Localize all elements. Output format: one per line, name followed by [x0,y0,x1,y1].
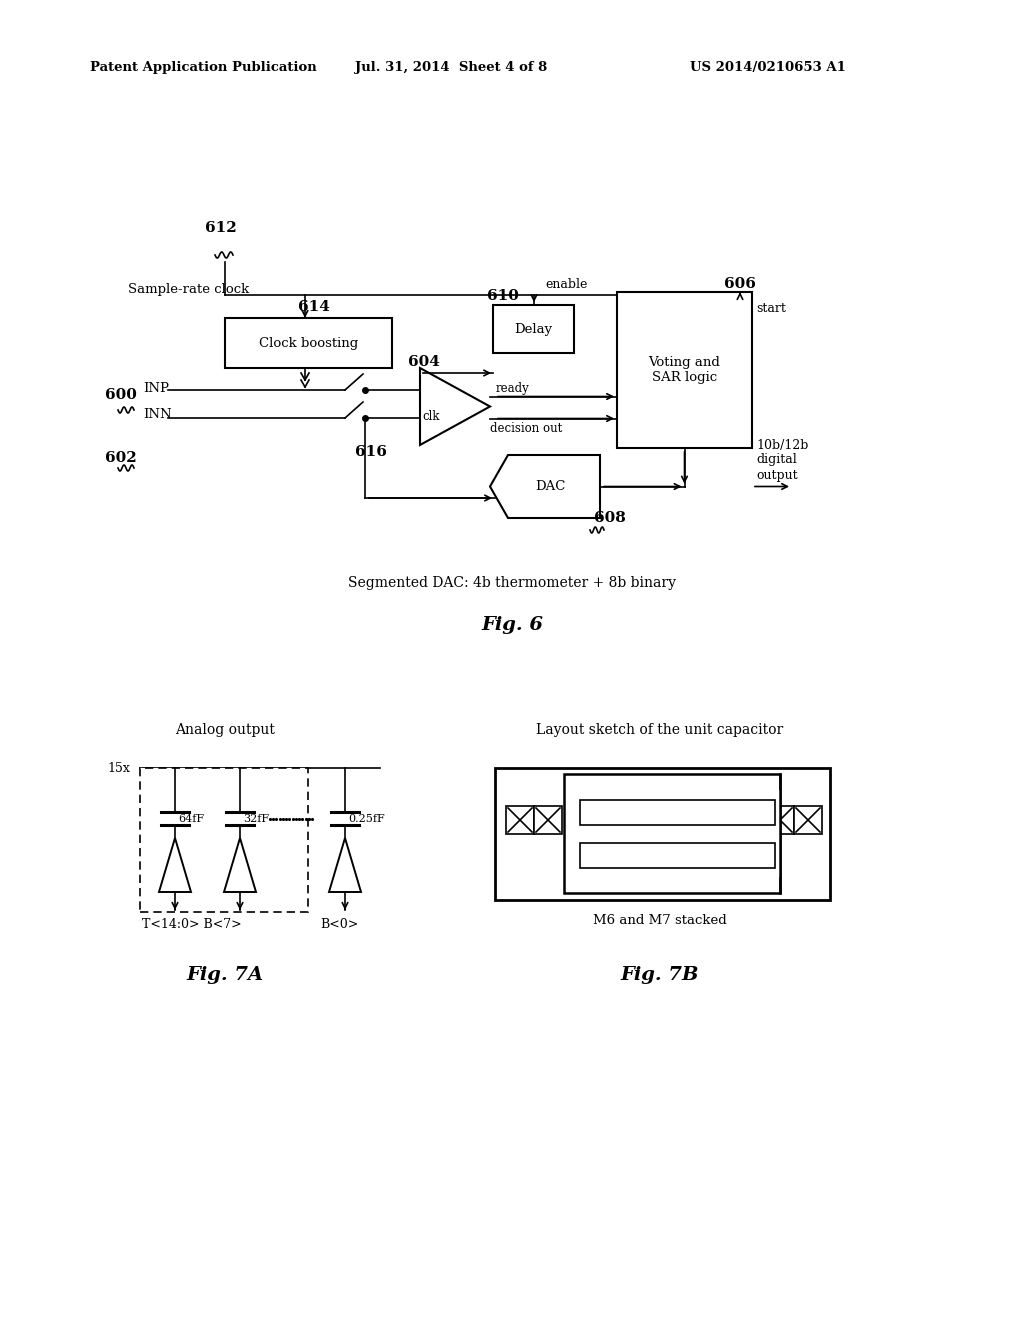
Text: Sample-rate clock: Sample-rate clock [128,284,249,297]
Text: 606: 606 [724,277,756,290]
Text: INN: INN [143,408,172,421]
Bar [140,768,308,912]
Bar [794,807,822,834]
Bar [495,768,830,900]
Text: Segmented DAC: 4b thermometer + 8b binary: Segmented DAC: 4b thermometer + 8b binar… [348,576,676,590]
Text: Analog output: Analog output [175,723,274,737]
Text: start: start [756,301,785,314]
Text: 10b/12b
digital
output: 10b/12b digital output [756,438,808,482]
Text: 610: 610 [487,289,519,304]
Polygon shape [490,455,600,517]
Text: decision out: decision out [490,422,562,436]
Text: 15x: 15x [108,762,130,775]
Bar [564,774,780,894]
Text: B<0>: B<0> [319,919,358,932]
Text: Clock boosting: Clock boosting [259,337,358,350]
Text: ready: ready [496,381,529,395]
Text: Voting and
SAR logic: Voting and SAR logic [648,356,721,384]
Text: 32fF: 32fF [243,814,269,824]
Text: Fig. 7A: Fig. 7A [186,966,263,983]
Text: 614: 614 [298,300,330,314]
Bar [580,800,775,825]
Text: T<14:0> B<7>: T<14:0> B<7> [142,919,242,932]
Text: Patent Application Publication: Patent Application Publication [90,62,316,74]
Bar [766,807,794,834]
Bar [617,292,752,447]
Text: US 2014/0210653 A1: US 2014/0210653 A1 [690,62,846,74]
Bar [580,843,775,869]
Text: 616: 616 [355,445,387,459]
Text: DAC: DAC [535,480,565,492]
Text: 602: 602 [105,451,137,465]
Text: enable: enable [545,279,588,292]
Bar [493,305,574,352]
Text: clk: clk [422,411,439,422]
Text: INP: INP [143,381,169,395]
Text: 604: 604 [408,355,440,370]
Text: 64fF: 64fF [178,814,204,824]
Text: Layout sketch of the unit capacitor: Layout sketch of the unit capacitor [537,723,783,737]
Bar [225,318,392,368]
Text: 612: 612 [205,220,237,235]
Text: 600: 600 [105,388,137,403]
Bar [534,807,562,834]
Text: Jul. 31, 2014  Sheet 4 of 8: Jul. 31, 2014 Sheet 4 of 8 [355,62,547,74]
Text: M6 and M7 stacked: M6 and M7 stacked [593,913,727,927]
Text: Delay: Delay [514,322,553,335]
Bar [580,789,780,876]
Text: 608: 608 [594,511,626,525]
Text: 0.25fF: 0.25fF [348,814,385,824]
Text: Fig. 6: Fig. 6 [481,616,543,634]
Text: Fig. 7B: Fig. 7B [621,966,699,983]
Bar [506,807,534,834]
